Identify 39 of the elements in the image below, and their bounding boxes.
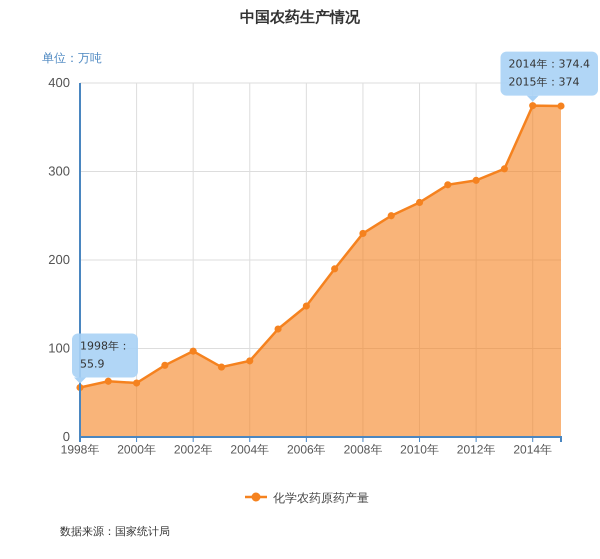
y-tick-label: 100: [48, 340, 70, 356]
point: [388, 212, 395, 220]
point: [274, 325, 282, 333]
y-tick-label: 0: [62, 429, 70, 444]
point: [500, 165, 508, 172]
source-note: 数据来源：国家统计局: [60, 525, 170, 538]
x-tick-label: 2004年: [230, 442, 270, 457]
point: [331, 265, 338, 272]
point: [529, 102, 536, 110]
x-tick-label: 2012年: [456, 442, 496, 457]
point: [472, 176, 480, 184]
point: [104, 378, 112, 385]
x-tick-label: 2000年: [117, 442, 156, 457]
y-tick-label: 200: [48, 252, 70, 268]
chart-title: 中国农药生产情况: [240, 8, 361, 26]
x-tick-label: 2008年: [344, 442, 382, 457]
point: [444, 181, 452, 188]
x-tick-label: 2006年: [287, 442, 326, 457]
y-tick-label: 300: [48, 164, 70, 179]
x-tick-label: 2002年: [174, 442, 213, 457]
point: [133, 379, 140, 387]
point: [246, 357, 254, 364]
tooltip-callout: 1998年： 55.9: [72, 334, 138, 384]
x-tick-label: 1998年: [60, 442, 100, 457]
point: [190, 348, 197, 355]
x-tick-label: 2010年: [400, 442, 439, 457]
point: [557, 102, 565, 110]
point: [302, 302, 310, 310]
y-axis-title: 单位：万吨: [42, 51, 102, 65]
point: [218, 364, 226, 371]
y-tick-label: 400: [48, 75, 70, 90]
point: [161, 362, 168, 369]
annotation: 2014年：374.4 2015年：374: [508, 58, 590, 89]
point: [416, 198, 424, 206]
tooltip-callout: 2014年：374.4 2015年：374: [500, 52, 598, 102]
x-tick-label: 2014年: [513, 442, 552, 457]
annotation: 1998年： 55.9: [80, 340, 130, 371]
legend-label: 化学农药原药产量: [273, 491, 369, 505]
point: [359, 230, 367, 238]
